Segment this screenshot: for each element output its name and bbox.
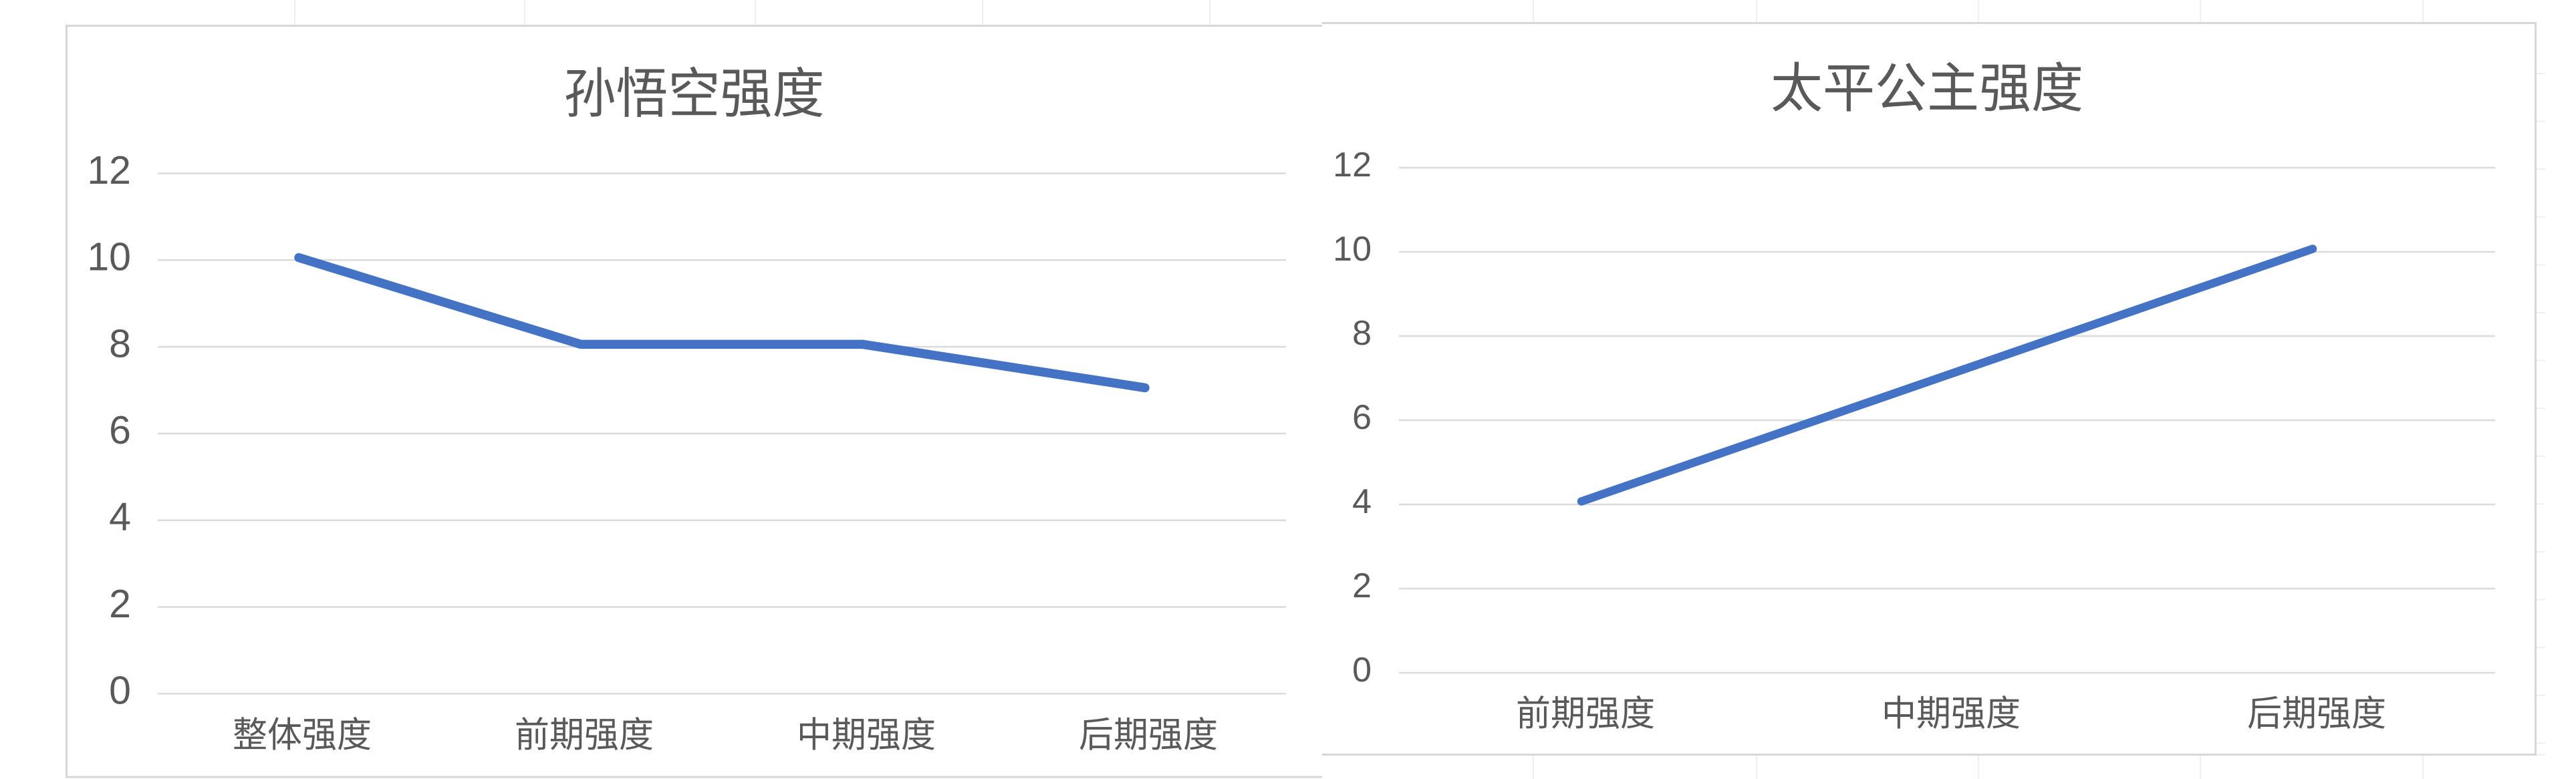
- svg-text:12: 12: [87, 148, 131, 192]
- svg-text:12: 12: [1333, 146, 1372, 184]
- svg-text:2: 2: [109, 582, 131, 626]
- svg-text:8: 8: [1352, 314, 1372, 353]
- svg-text:4: 4: [109, 495, 131, 539]
- svg-text:0: 0: [109, 669, 131, 713]
- svg-text:6: 6: [1352, 398, 1372, 437]
- svg-text:4: 4: [1352, 482, 1372, 521]
- svg-text:0: 0: [1352, 651, 1372, 689]
- svg-text:2: 2: [1352, 567, 1372, 605]
- svg-text:6: 6: [109, 408, 131, 452]
- svg-text:10: 10: [1333, 230, 1372, 269]
- svg-text:8: 8: [109, 321, 131, 365]
- svg-text:10: 10: [87, 235, 131, 279]
